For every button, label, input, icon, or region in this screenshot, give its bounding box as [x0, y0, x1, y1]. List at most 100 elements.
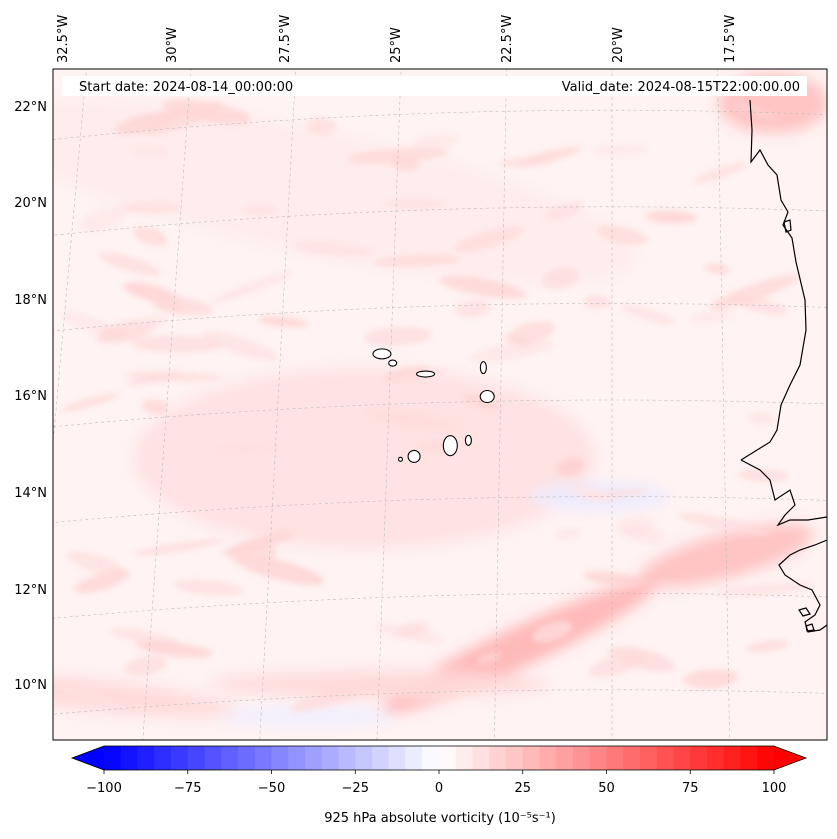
lat-label: 10°N — [14, 678, 47, 693]
vorticity-streak — [174, 579, 244, 596]
colorbar-swatch — [204, 746, 222, 770]
parallel-line — [53, 303, 827, 332]
island-sao-nicolau — [416, 370, 436, 378]
vorticity-streak — [704, 263, 731, 274]
vorticity-streak — [144, 101, 224, 135]
map-panel: Start date: 2024-08-14_00:00:00 Valid_da… — [52, 68, 828, 741]
vorticity-streak — [454, 299, 492, 318]
vorticity-streak — [118, 202, 181, 214]
vorticity-streak — [709, 274, 800, 310]
lon-label: 30°W — [165, 27, 180, 63]
vorticity-streak — [693, 162, 747, 184]
colorbar-swatch — [305, 746, 323, 770]
vorticity-streak — [57, 684, 128, 710]
vorticity-streak — [557, 457, 585, 477]
island-santo-antao — [372, 348, 392, 360]
vorticity-streak — [569, 485, 614, 502]
colorbar-swatch — [522, 746, 540, 770]
vorticity-streak — [678, 513, 770, 536]
vorticity-region-central-streaks — [134, 368, 595, 549]
graticule — [53, 69, 827, 740]
vorticity-streak — [416, 441, 450, 452]
colorbar-tick-label: 50 — [598, 781, 615, 796]
vorticity-streak — [60, 393, 120, 412]
vorticity-streak — [412, 133, 459, 149]
colorbar-swatch — [539, 746, 557, 770]
coastline — [740, 99, 827, 633]
lon-label: 17.5°W — [723, 15, 738, 63]
colorbar-swatch — [690, 746, 708, 770]
vorticity-streak — [541, 268, 579, 289]
vorticity-streak — [498, 156, 555, 167]
vorticity-streak — [222, 531, 294, 556]
africa-coastline-north — [740, 99, 807, 461]
vorticity-streak — [396, 621, 429, 637]
colorbar-swatch — [288, 746, 306, 770]
vorticity-streak — [137, 316, 168, 327]
vorticity-streak — [210, 272, 293, 304]
colorbar-swatch — [489, 746, 507, 770]
vorticity-streak — [99, 252, 161, 276]
colorbar-swatch — [338, 746, 356, 770]
island-sal — [479, 361, 487, 375]
coastal-islets — [783, 219, 815, 632]
lat-label: 12°N — [14, 583, 47, 598]
vorticity-streak — [583, 571, 648, 588]
colorbar-swatch — [589, 746, 607, 770]
colorbar: −100 −75 −50 −25 0 25 50 75 100 925 hPa absolute… — [70, 745, 808, 826]
colorbar-swatch — [221, 746, 239, 770]
lon-label: 32.5°W — [56, 15, 71, 63]
colorbar-swatch — [573, 746, 591, 770]
colorbar-tick-label: 0 — [435, 781, 443, 796]
colorbar-swatch — [707, 746, 725, 770]
colorbar-swatch — [238, 746, 256, 770]
vorticity-streak — [203, 331, 279, 361]
colorbar-swatch — [388, 746, 406, 770]
vorticity-streak — [306, 118, 336, 135]
vorticity-streak — [133, 538, 225, 556]
vorticity-streak — [258, 316, 309, 327]
vorticity-streak — [596, 225, 648, 246]
vorticity-streak — [748, 412, 775, 426]
meridian-line — [494, 69, 507, 740]
vorticity-streak — [439, 275, 527, 299]
colorbar-tick-label: −25 — [342, 781, 369, 796]
colorbar-swatch — [271, 746, 289, 770]
colorbar-tick-label: −50 — [258, 781, 285, 796]
colorbar-swatch — [606, 746, 624, 770]
vorticity-streak — [544, 201, 583, 221]
vorticity-streak — [363, 680, 458, 700]
meridian-line — [259, 69, 297, 740]
latitude-labels: 22°N 20°N 18°N 16°N 14°N 12°N 10°N — [14, 100, 47, 693]
africa-coastline-south — [740, 459, 827, 527]
vorticity-streak — [470, 339, 554, 363]
colorbar-swatch — [321, 746, 339, 770]
colorbar-swatch — [187, 746, 205, 770]
island-sao-vicente — [388, 359, 398, 367]
vorticity-streak — [73, 570, 130, 594]
island-boa-vista — [479, 389, 495, 404]
vorticity-streak — [592, 144, 648, 156]
island-fogo — [407, 449, 421, 463]
vorticity-streak — [645, 210, 697, 224]
cape-verde-islands — [372, 348, 495, 463]
colorbar-swatch — [656, 746, 674, 770]
colorbar-swatch — [405, 746, 423, 770]
vorticity-streak — [290, 680, 376, 712]
vorticity-streak — [290, 241, 373, 257]
start-date-label: Start date: 2024-08-14_00:00:00 — [79, 80, 293, 95]
parallel-line — [53, 689, 827, 715]
longitude-labels: 32.5°W 30°W 27.5°W 25°W 22.5°W 20°W 17.5… — [56, 15, 738, 63]
vorticity-streak — [584, 294, 611, 309]
vorticity-streak — [141, 399, 168, 415]
vorticity-streak — [731, 101, 779, 121]
vorticity-streak — [616, 517, 657, 535]
valid-date-label: Valid_date: 2024-08-15T22:00:00.00 — [562, 80, 800, 95]
colorbar-swatch — [673, 746, 691, 770]
colorbar-title: 925 hPa absolute vorticity (10⁻⁵s⁻¹) — [324, 811, 556, 826]
vorticity-streak — [382, 198, 446, 210]
vorticity-streak — [131, 335, 222, 353]
parallel-line — [53, 109, 825, 140]
colorbar-swatch — [740, 746, 758, 770]
lat-label: 18°N — [14, 293, 47, 308]
